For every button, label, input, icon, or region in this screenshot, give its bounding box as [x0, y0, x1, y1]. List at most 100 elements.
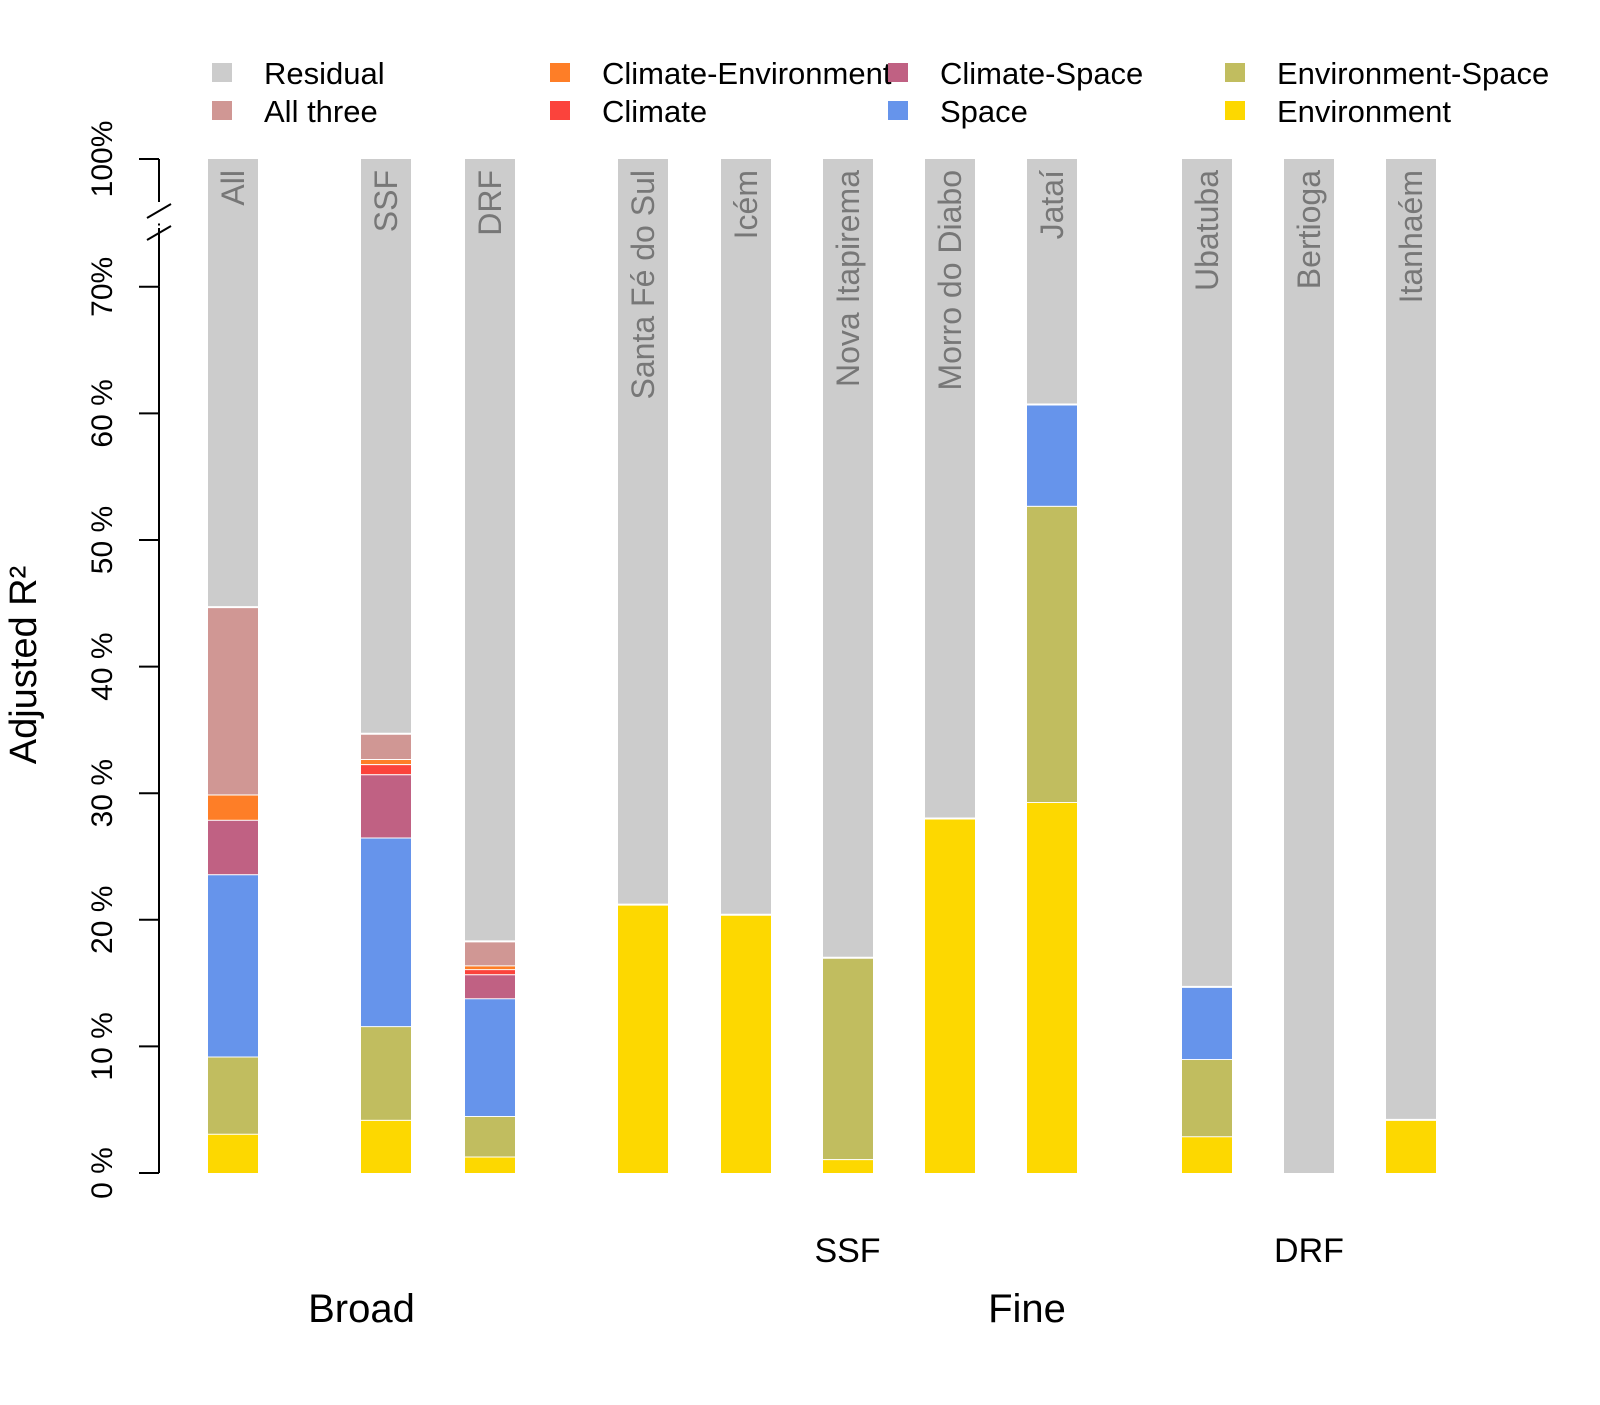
legend-swatch: [1225, 63, 1245, 82]
legend-swatch: [212, 63, 232, 82]
bar-segment-all-three: [465, 941, 515, 966]
bar-segment-all-three: [208, 607, 258, 795]
legend-item-climate: Climate: [550, 94, 707, 129]
bar-segment-environment: [1182, 1136, 1232, 1173]
group-label-drf: DRF: [1274, 1232, 1344, 1270]
bar-segment-environment-space: [823, 957, 873, 1160]
category-labels: All SSF DRF Santa Fé do Sul Icém Nova Itapire…: [215, 170, 1429, 400]
bar-segment-environment: [208, 1133, 258, 1173]
group-labels: SSF DRF Broad Fine: [308, 1232, 1344, 1331]
bar-segment-environment: [361, 1119, 411, 1173]
legend-item-space: Space: [888, 94, 1028, 129]
bar-segment-climate-space: [208, 819, 258, 875]
bar-group-icem: [721, 159, 771, 1173]
y-tick-label: 20 %: [86, 886, 119, 954]
y-tick-label: 40 %: [86, 632, 119, 700]
y-tick-label: 0 %: [86, 1147, 119, 1199]
bar-segment-environment: [1386, 1119, 1436, 1173]
legend-swatch: [888, 63, 908, 82]
legend-label: Environment: [1277, 94, 1451, 129]
bar-segment-environment: [618, 904, 668, 1173]
bar-segment-environment-space: [1182, 1059, 1232, 1137]
bar-segment-climate: [465, 969, 515, 975]
group-label-ssf: SSF: [814, 1232, 880, 1270]
axis-break-mark: [146, 203, 172, 219]
legend-label: Space: [940, 94, 1028, 129]
category-label-santa-fe-do-sul: Santa Fé do Sul: [625, 170, 661, 399]
scale-label-broad: Broad: [308, 1287, 415, 1331]
y-tick-label: 100%: [86, 121, 119, 198]
legend-label: Residual: [264, 56, 385, 91]
bar-segment-environment: [925, 818, 975, 1173]
bar-group-all: [208, 159, 258, 1173]
bar-segment-environment-space: [1027, 505, 1077, 803]
bar-group-morro-do-diabo: [925, 159, 975, 1173]
bar-segment-residual: [1284, 159, 1334, 1173]
bar-group-drf: [465, 159, 515, 1173]
y-tick-label: 30 %: [86, 759, 119, 827]
bar-segment-residual: [1386, 159, 1436, 1173]
bar-segment-climate-environment: [465, 965, 515, 970]
y-axis: 0 % 10 % 20 % 30 % 40 % 50 % 60 % 70% 100%: [86, 121, 172, 1199]
legend-item-all-three: All three: [212, 94, 378, 129]
category-label-nova-itapirema: Nova Itapirema: [830, 170, 866, 387]
legend-swatch: [550, 101, 570, 120]
bar-segment-environment: [1027, 802, 1077, 1173]
bar-group-itanhaem: [1386, 159, 1436, 1173]
legend-item-environment: Environment: [1225, 94, 1451, 129]
legend-item-climate-environment: Climate-Environment: [550, 56, 892, 91]
bar-segment-climate-space: [465, 974, 515, 999]
category-label-bertioga: Bertioga: [1291, 170, 1327, 289]
bar-group-ubatuba: [1182, 159, 1232, 1173]
bar-segment-environment-space: [208, 1056, 258, 1134]
bar-segment-space: [1027, 404, 1077, 506]
y-tick-label: 10 %: [86, 1012, 119, 1080]
bar-segment-environment-space: [465, 1116, 515, 1157]
scale-label-fine: Fine: [988, 1287, 1066, 1331]
y-tick-label: 60 %: [86, 379, 119, 447]
bar-segment-climate-environment: [361, 759, 411, 765]
category-label-ubatuba: Ubatuba: [1189, 170, 1225, 291]
bar-group-nova-itapirema: [823, 159, 873, 1173]
category-label-drf: DRF: [472, 170, 508, 236]
legend-item-residual: Residual: [212, 56, 385, 91]
bar-segment-climate-space: [361, 774, 411, 838]
legend-item-environment-space: Environment-Space: [1225, 56, 1549, 91]
bar-segment-climate-environment: [208, 794, 258, 820]
axis-break-mark: [146, 225, 172, 241]
legend-item-climate-space: Climate-Space: [888, 56, 1143, 91]
bar-group-ssf: [361, 159, 411, 1173]
bar-group-santa-fe-do-sul: [618, 159, 668, 1173]
y-axis-label: Adjusted R²: [3, 566, 45, 765]
category-label-icem: Icém: [728, 170, 764, 239]
y-tick-label: 70%: [86, 257, 119, 317]
bar-segment-all-three: [361, 733, 411, 760]
category-label-morro-do-diabo: Morro do Diabo: [932, 170, 968, 391]
bar-segment-environment: [823, 1159, 873, 1173]
bar-group-jatai: [1027, 159, 1077, 1173]
category-label-itanhaem: Itanhaém: [1393, 170, 1429, 303]
bars: [208, 159, 1436, 1173]
legend-swatch: [212, 101, 232, 120]
category-label-ssf: SSF: [368, 170, 404, 232]
bar-segment-environment-space: [361, 1026, 411, 1120]
bar-segment-space: [1182, 986, 1232, 1060]
bar-segment-climate: [361, 764, 411, 775]
legend-label: Environment-Space: [1277, 56, 1549, 91]
bar-group-bertioga: [1284, 159, 1334, 1173]
bar-segment-space: [208, 874, 258, 1057]
bar-segment-environment: [721, 914, 771, 1173]
category-label-jatai: Jataí: [1034, 170, 1070, 239]
y-tick-label: 50 %: [86, 506, 119, 574]
legend-label: Climate: [602, 94, 707, 129]
bar-segment-space: [361, 837, 411, 1027]
category-label-all: All: [215, 170, 251, 206]
legend-label: Climate-Space: [940, 56, 1143, 91]
legend-label: Climate-Environment: [602, 56, 892, 91]
bar-segment-space: [465, 998, 515, 1117]
legend-swatch: [550, 63, 570, 82]
legend-swatch: [888, 101, 908, 120]
